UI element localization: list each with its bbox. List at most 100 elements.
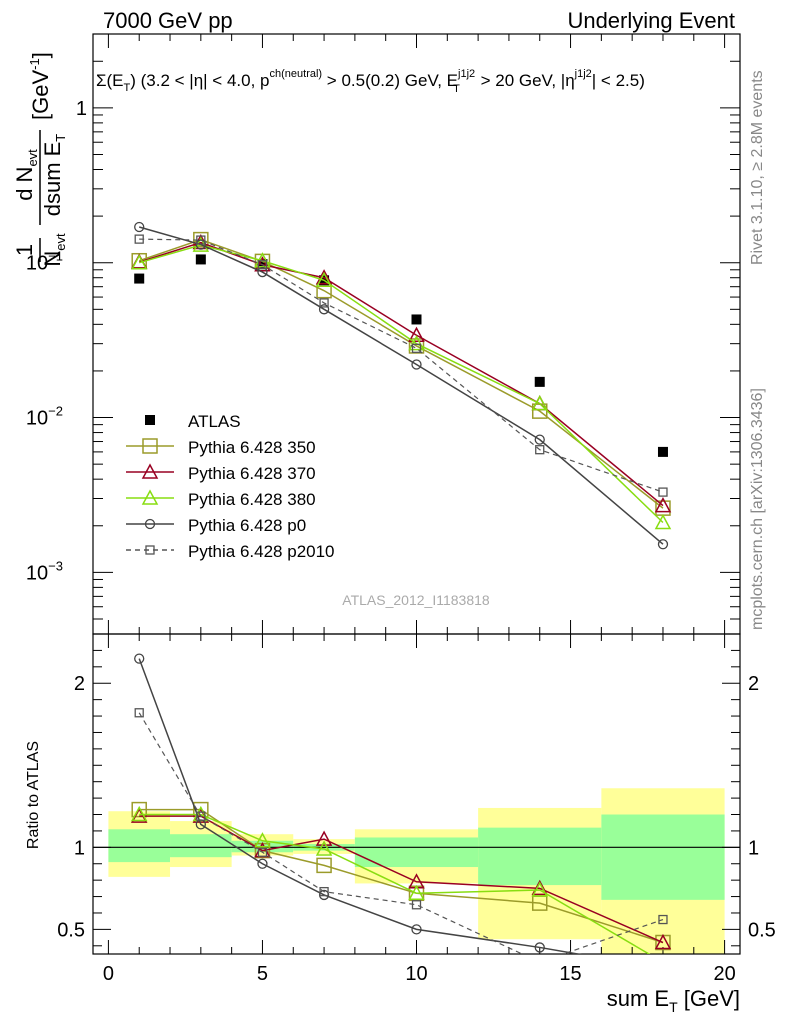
ratio-data-point [130,805,148,822]
main-y-axis-label: 1 Nevt d Nevt dsum ET [GeV-1] [12,52,68,266]
legend-marker [144,518,156,530]
legend-marker [145,415,155,425]
x-tick-label: 5 [257,963,268,985]
band-green-5 [478,827,602,886]
ratio-y-axis-label: Ratio to ATLAS [25,741,42,849]
header-left: 7000 GeV pp [103,8,233,33]
ratio-y-tick-label-right: 0.5 [748,919,776,941]
ratio-y-tick-label: 1 [74,837,85,859]
main-panel-title: Σ(ET) (3.2 < |η| < 4.0, pch(neutral) > 0… [96,68,645,95]
data-point [196,235,206,245]
data-point [411,359,422,370]
svg-text:1: 1 [12,244,37,256]
ratio-data-point [316,857,332,874]
x-tick-label: 15 [559,963,581,985]
legend-label: Pythia 6.428 p2010 [188,542,335,561]
data-point [195,254,206,265]
band-green-0 [108,829,171,863]
main-series-5 [134,234,668,497]
data-point [318,304,330,315]
y-tick-label: 10−2 [26,404,63,430]
data-point [408,326,425,343]
ratio-data-point [196,811,206,821]
data-point [130,254,148,270]
ratio-data-point [531,879,548,896]
svg-text:Nevt: Nevt [40,233,68,267]
legend-marker [141,489,159,505]
ratio-data-point [130,807,148,823]
ratio-data-point [531,881,548,897]
main-panel: 10−3 10−2 10−1 1 [26,33,741,635]
data-point [658,487,668,497]
data-point [134,234,144,244]
ratio-data-point [411,924,422,935]
legend-label: ATLAS [188,412,241,431]
data-point [411,314,422,325]
ratio-series-group [130,653,672,954]
y-tick-label: 1 [76,98,87,120]
x-tick-label: 10 [405,963,427,985]
ratio-series-4 [134,708,668,954]
series-line [139,238,664,493]
ratio-data-point [534,942,545,953]
ratio-data-point [411,900,422,910]
x-tick-label: 20 [713,963,735,985]
legend-entry-5: Pythia 6.428 p2010 [126,542,335,561]
svg-text:d Nevt: d Nevt [12,149,40,201]
data-point [654,513,672,530]
legend-entry-3: Pythia 6.428 380 [126,489,316,509]
data-point [411,343,422,353]
ratio-data-point [254,832,271,848]
data-point [534,434,545,445]
ratio-data-point [315,840,333,856]
legend-marker [142,438,158,454]
data-point [257,260,268,270]
ratio-data-point [257,847,268,857]
ratio-y-tick-label: 0.5 [57,919,85,941]
legend-label: Pythia 6.428 p0 [188,516,306,535]
svg-text:dsum ET: dsum ET [40,134,68,217]
data-point [315,271,333,288]
data-point [134,273,145,284]
ratio-data-point [654,933,672,950]
ratio-data-point [257,858,268,869]
legend-label: Pythia 6.428 370 [188,464,316,483]
x-tick-label: 0 [103,963,114,985]
legend-entry-2: Pythia 6.428 370 [126,463,316,483]
ratio-data-point [658,914,668,925]
legend-marker [141,463,159,479]
ratio-series-line [139,813,651,954]
x-axis-label: sum ET [GeV] [607,986,740,1015]
band-green-1 [170,834,232,858]
ratio-data-point [319,886,329,897]
ratio-data-point [134,708,144,718]
legend-entry-4: Pythia 6.428 p0 [126,516,306,535]
main-y-ticks: 10−3 10−2 10−1 1 [26,33,740,635]
data-point [534,376,545,387]
data-point [531,395,548,411]
header-right: Underlying Event [567,8,735,33]
data-point [257,266,268,278]
data-point [535,445,545,455]
legend-label: Pythia 6.428 380 [188,490,316,509]
y-tick-label: 10−3 [26,558,63,584]
ratio-y-tick-label-right: 1 [748,837,759,859]
ratio-y-tick-label-right: 2 [748,673,759,695]
legend-entry-0: ATLAS [145,412,241,431]
band-green-6 [601,814,725,900]
data-point [134,221,145,233]
legend-label: Pythia 6.428 350 [188,438,316,457]
mcplots-label: mcplots.cern.ch [arXiv:1306.3436] [749,388,766,630]
ratio-y-tick-label: 2 [74,673,85,695]
main-series-3 [130,236,672,530]
data-point [319,298,329,308]
data-point [315,269,333,285]
analysis-watermark: ATLAS_2012_I1183818 [342,592,490,608]
data-point [657,446,668,457]
data-point [657,539,669,550]
ratio-series-line [138,712,664,954]
ratio-panel: 0 5 10 15 20 0.5 0.5 1 1 2 2 [57,34,776,985]
ratio-y-ticks: 0.5 0.5 1 1 2 2 [57,649,776,947]
data-point [654,497,672,513]
